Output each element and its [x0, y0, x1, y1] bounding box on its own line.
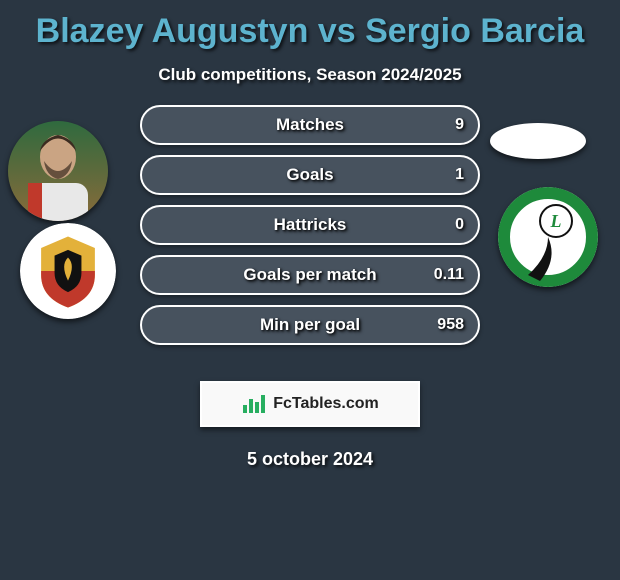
stat-label: Matches — [142, 107, 478, 143]
player1-avatar — [8, 121, 108, 221]
date-text: 5 october 2024 — [0, 449, 620, 470]
stat-bar-min-per-goal: Min per goal958 — [140, 305, 480, 345]
player2-name: Sergio Barcia — [365, 12, 584, 50]
stat-value: 9 — [455, 107, 464, 143]
chart-icon — [241, 393, 267, 415]
comparison-stage: L Matches9 Goals1 Hattricks0 Goals per matc… — [0, 105, 620, 365]
subtitle: Club competitions, Season 2024/2025 — [0, 65, 620, 85]
stat-label: Goals — [142, 157, 478, 193]
stat-bar-goals: Goals1 — [140, 155, 480, 195]
stat-bar-matches: Matches9 — [140, 105, 480, 145]
stat-bar-goals-per-match: Goals per match0.11 — [140, 255, 480, 295]
stat-bar-hattricks: Hattricks0 — [140, 205, 480, 245]
player2-club-badge: L — [498, 187, 598, 287]
player1-name: Blazey Augustyn — [36, 12, 309, 50]
player2-avatar — [490, 123, 586, 159]
attribution-text: FcTables.com — [273, 395, 379, 413]
stat-value: 0.11 — [434, 257, 464, 293]
stat-value: 0 — [455, 207, 464, 243]
stat-value: 958 — [437, 307, 464, 343]
stat-bars: Matches9Goals1Hattricks0Goals per match0… — [140, 105, 480, 355]
stat-value: 1 — [455, 157, 464, 193]
vs-text: vs — [318, 12, 356, 50]
attribution-badge[interactable]: FcTables.com — [200, 381, 420, 427]
page-title: Blazey Augustyn vs Sergio Barcia — [0, 12, 620, 51]
stat-label: Hattricks — [142, 207, 478, 243]
svg-text:L: L — [550, 211, 562, 231]
player1-club-badge — [20, 223, 116, 319]
stat-label: Goals per match — [142, 257, 478, 293]
stat-label: Min per goal — [142, 307, 478, 343]
